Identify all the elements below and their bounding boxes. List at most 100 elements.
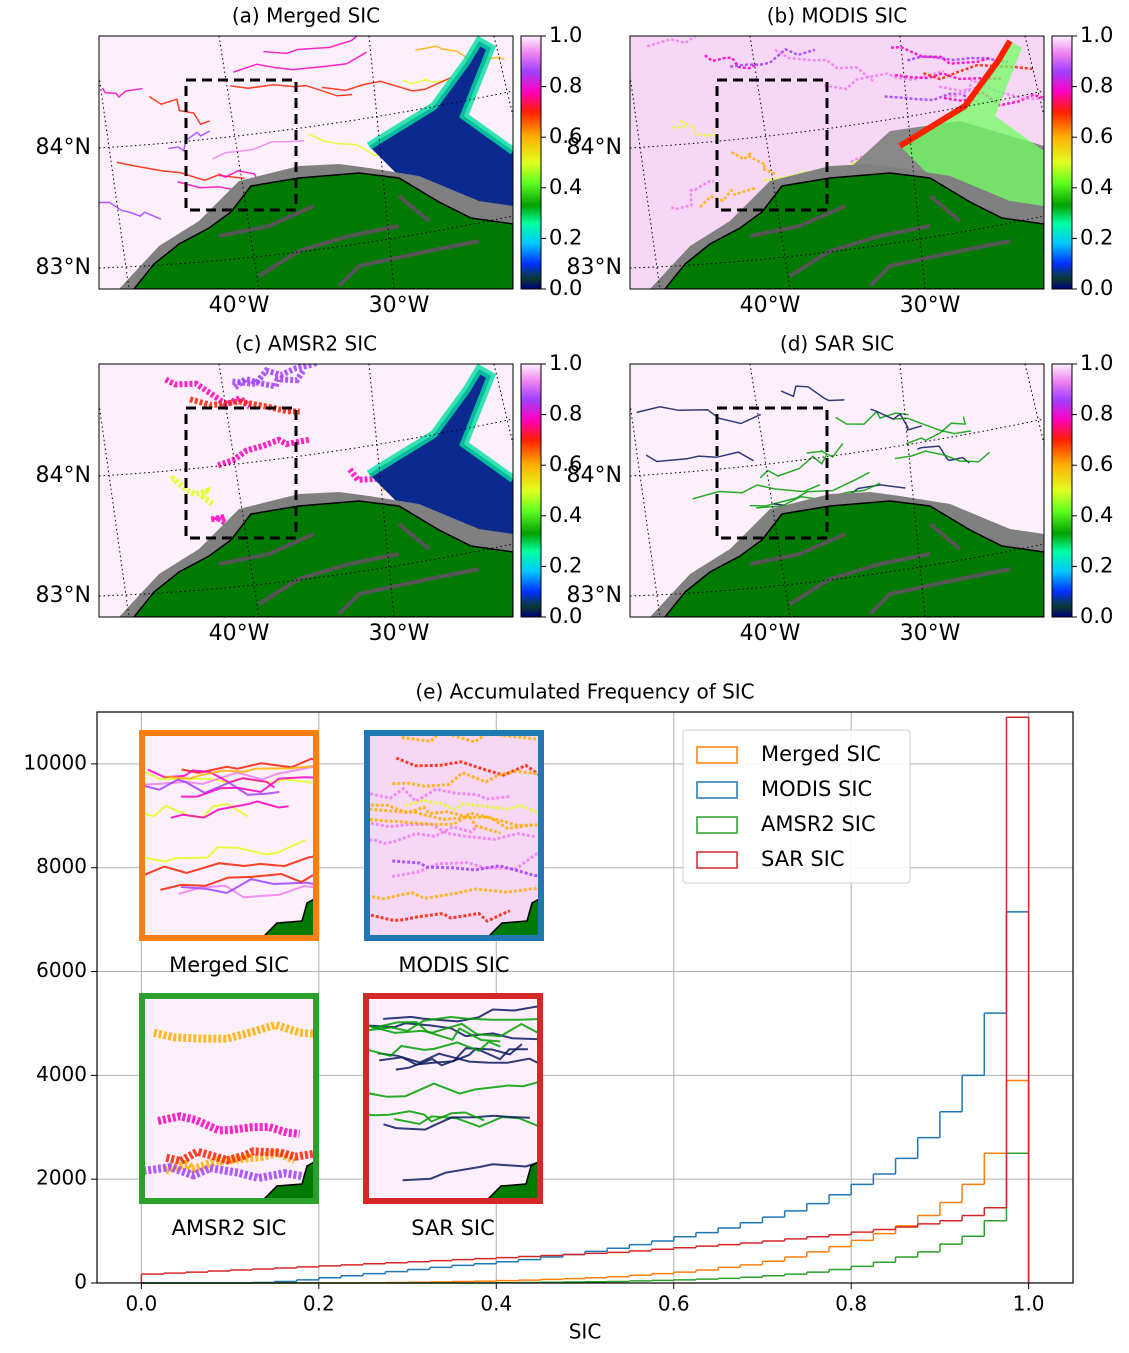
lon-label: 30°W — [900, 621, 961, 646]
ice-crack — [366, 1022, 540, 1041]
inset-label: AMSR2 SIC — [172, 1216, 287, 1240]
study-box — [715, 406, 829, 540]
y-tick-label: 6000 — [36, 958, 87, 982]
ice-crack — [99, 201, 162, 220]
ice-crack — [645, 451, 754, 463]
graticule — [99, 364, 513, 617]
lead — [900, 41, 1044, 241]
ice-crack — [806, 443, 844, 458]
ice-crack — [404, 798, 538, 814]
ice-crack — [704, 54, 757, 70]
lead — [369, 369, 513, 569]
ice-crack — [230, 84, 353, 97]
land — [133, 172, 513, 289]
inset-image — [366, 996, 540, 1201]
colorbar-tick-label: 1.0 — [549, 351, 582, 375]
ice-crack — [402, 1161, 540, 1182]
y-tick-label: 0 — [74, 1270, 87, 1294]
ice-crack — [212, 140, 305, 160]
ice-crack — [670, 179, 715, 211]
colorbar-tick-label: 0.2 — [549, 225, 582, 249]
ice-crack — [142, 1163, 316, 1183]
ice-crack — [392, 769, 541, 788]
axes-frame — [96, 711, 1074, 1284]
y-tick-label: 4000 — [36, 1062, 87, 1086]
ice-crack — [749, 471, 870, 507]
lat-label: 83°N — [567, 583, 622, 608]
ice-crack — [148, 95, 210, 126]
lon-label: 40°W — [209, 621, 270, 646]
colorbar-tick-label: 0.4 — [1080, 175, 1113, 199]
fjords — [218, 194, 480, 288]
inset-image — [367, 733, 541, 938]
study-box — [715, 78, 829, 212]
ice-crack — [894, 450, 990, 463]
map-panel — [99, 364, 513, 617]
map-title: (c) AMSR2 SIC — [235, 332, 377, 356]
ice-crack — [217, 436, 310, 469]
ice-crack — [391, 851, 541, 878]
fjords — [749, 522, 1011, 616]
x-tick-label: 0.2 — [303, 1292, 335, 1316]
ice-crack — [180, 878, 316, 895]
colorbar-tick-label: 0.0 — [1080, 276, 1113, 300]
map-frame — [629, 363, 1045, 618]
inset-image — [142, 733, 316, 938]
ice-crack — [142, 838, 307, 863]
chart-title: (e) Accumulated Frequency of SIC — [415, 680, 754, 704]
ice-crack — [923, 63, 1034, 81]
x-tick-label: 0.8 — [835, 1292, 867, 1316]
lat-label: 84°N — [567, 463, 622, 488]
lat-label: 84°N — [36, 463, 91, 488]
study-box — [184, 406, 298, 540]
ice-crack — [170, 800, 289, 819]
ice-crack — [370, 803, 501, 835]
legend-swatch — [696, 816, 738, 834]
ice-crack — [780, 385, 845, 402]
lat-label: 83°N — [567, 255, 622, 280]
map-frame — [98, 35, 514, 290]
map-frame — [98, 363, 514, 618]
colorbar-tick-label: 0.2 — [549, 553, 582, 577]
inset-label: SAR SIC — [411, 1216, 495, 1240]
map-title: (d) SAR SIC — [780, 332, 894, 356]
map-panel — [630, 364, 1044, 617]
ice-crack — [101, 87, 143, 99]
ice-crack — [943, 90, 1044, 107]
colorbar-tick-label: 0.2 — [1080, 553, 1113, 577]
land — [664, 172, 1044, 289]
ice-crack — [189, 396, 300, 415]
ice-crack — [366, 1080, 540, 1098]
legend-swatch — [696, 746, 738, 764]
map-title: (b) MODIS SIC — [767, 4, 908, 28]
ice-crack — [699, 186, 758, 208]
legend-label: MODIS SIC — [761, 777, 872, 801]
ice-crack — [394, 1115, 540, 1128]
lead — [369, 41, 513, 241]
colorbar-tick-label: 0.6 — [1080, 452, 1113, 476]
lon-label: 30°W — [900, 293, 961, 318]
inset-land — [484, 1160, 540, 1201]
ice-crack — [383, 1114, 530, 1131]
ice-crack — [905, 416, 967, 445]
x-tick-label: 0.0 — [125, 1292, 157, 1316]
x-axis-label: SIC — [569, 1320, 602, 1344]
ice-crack — [152, 1020, 316, 1043]
legend-label: SAR SIC — [761, 847, 845, 871]
map-panel — [630, 36, 1044, 289]
ice-crack — [165, 1147, 316, 1166]
colorbar-tick-label: 0.4 — [549, 503, 582, 527]
ice-crack — [373, 1022, 540, 1038]
ice-crack — [142, 766, 316, 786]
colorbar-tick-label: 0.2 — [1080, 225, 1113, 249]
ice-crack — [415, 45, 505, 62]
ice-crack — [395, 1047, 528, 1071]
ice-crack — [672, 119, 717, 137]
map-panel — [99, 36, 513, 289]
ice-crack — [367, 886, 541, 901]
colorbar-tick-label: 0.8 — [549, 74, 582, 98]
lat-label: 83°N — [36, 583, 91, 608]
study-box — [184, 78, 298, 212]
ice-crack — [321, 76, 452, 92]
y-tick-label: 2000 — [36, 1166, 87, 1190]
